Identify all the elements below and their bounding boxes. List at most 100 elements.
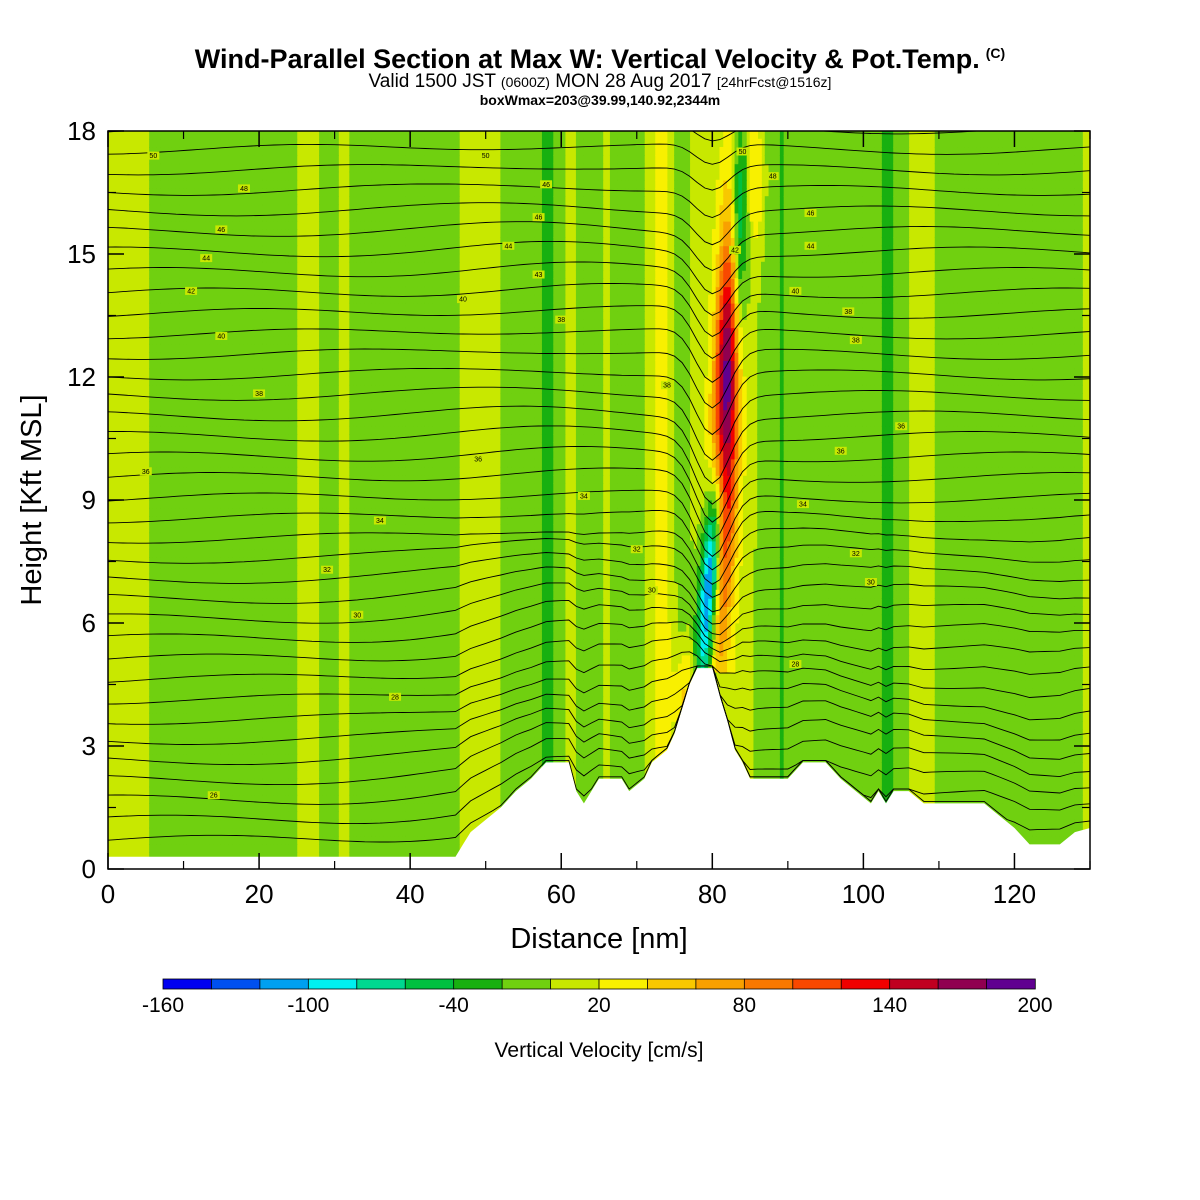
velocity-cell — [209, 753, 215, 763]
velocity-cell — [334, 302, 339, 312]
velocity-cell — [152, 384, 158, 394]
velocity-cell — [334, 762, 339, 771]
velocity-cell — [190, 475, 196, 484]
velocity-cell — [175, 573, 181, 583]
velocity-cell — [217, 245, 222, 255]
velocity-cell — [152, 442, 158, 452]
velocity-cell — [209, 368, 215, 378]
velocity-cell — [209, 548, 215, 558]
velocity-cell — [334, 425, 339, 435]
velocity-cell — [217, 417, 222, 427]
velocity-cell — [179, 434, 184, 443]
velocity-cell — [171, 524, 177, 534]
velocity-cell — [292, 376, 298, 386]
velocity-cell — [171, 647, 177, 657]
velocity-cell — [194, 212, 200, 222]
velocity-cell — [183, 261, 188, 271]
velocity-cell — [213, 786, 218, 796]
velocity-cell — [202, 606, 207, 616]
velocity-cell — [164, 704, 169, 714]
velocity-cell — [217, 384, 222, 394]
velocity-cell — [171, 786, 177, 796]
velocity-cell — [334, 401, 339, 411]
velocity-cell — [168, 352, 173, 361]
velocity-cell — [198, 319, 203, 329]
velocity-cell — [334, 614, 339, 624]
velocity-cell — [220, 704, 226, 714]
velocity-cell — [183, 630, 188, 640]
velocity-cell — [194, 794, 200, 804]
velocity-cell — [186, 311, 192, 320]
velocity-cell — [198, 819, 203, 829]
velocity-cell — [292, 253, 298, 263]
velocity-cell — [220, 819, 226, 829]
velocity-cell — [190, 458, 196, 468]
velocity-cell — [209, 532, 215, 542]
velocity-cell — [179, 261, 184, 271]
velocity-cell — [152, 343, 158, 353]
velocity-cell — [217, 606, 222, 616]
velocity-cell — [292, 131, 298, 140]
velocity-cell — [160, 688, 166, 698]
velocity-cell — [213, 376, 218, 386]
velocity-cell — [334, 261, 339, 271]
velocity-cell — [194, 393, 200, 402]
velocity-cell — [164, 557, 169, 566]
velocity-cell — [183, 327, 188, 337]
velocity-cell — [175, 212, 181, 222]
chart-title: Wind-Parallel Section at Max W: Vertical… — [0, 44, 1200, 75]
velocity-cell — [220, 786, 226, 796]
velocity-cell — [149, 253, 154, 263]
velocity-cell — [209, 376, 215, 386]
velocity-cell — [190, 360, 196, 370]
velocity-cell — [194, 630, 200, 640]
velocity-cell — [156, 581, 162, 591]
velocity-cell — [217, 786, 222, 796]
velocity-cell — [168, 581, 173, 591]
velocity-cell — [186, 630, 192, 640]
velocity-cell — [198, 425, 203, 435]
velocity-cell — [292, 417, 298, 427]
velocity-cell — [205, 327, 211, 337]
velocity-cell — [202, 450, 207, 460]
velocity-cell — [217, 302, 222, 312]
velocity-cell — [186, 565, 192, 575]
velocity-cell — [209, 762, 215, 771]
velocity-cell — [334, 458, 339, 468]
velocity-cell — [168, 393, 173, 402]
velocity-cell — [149, 565, 154, 575]
velocity-cell — [164, 229, 169, 238]
velocity-cell — [183, 671, 188, 681]
velocity-cell — [217, 819, 222, 829]
velocity-cell — [164, 639, 169, 648]
velocity-cell — [171, 220, 177, 230]
velocity-cell — [194, 745, 200, 755]
velocity-cell — [220, 581, 226, 591]
velocity-cell — [160, 778, 166, 788]
velocity-cell — [209, 663, 215, 673]
velocity-cell — [171, 376, 177, 386]
velocity-cell — [183, 179, 188, 189]
velocity-cell — [175, 548, 181, 558]
velocity-cell — [220, 835, 226, 845]
velocity-cell — [202, 171, 207, 181]
velocity-cell — [292, 516, 298, 525]
velocity-cell — [171, 778, 177, 788]
velocity-cell — [152, 270, 158, 279]
velocity-cell — [213, 212, 218, 222]
velocity-cell — [217, 261, 222, 271]
velocity-cell — [179, 729, 184, 739]
velocity-cell — [213, 417, 218, 427]
velocity-cell — [160, 835, 166, 845]
velocity-cell — [205, 343, 211, 353]
velocity-cell — [168, 827, 173, 837]
velocity-cell — [160, 425, 166, 435]
velocity-cell — [168, 237, 173, 247]
velocity-cell — [217, 319, 222, 329]
velocity-cell — [149, 778, 154, 788]
velocity-cell — [205, 680, 211, 689]
velocity-cell — [209, 401, 215, 411]
box-info: boxWmax=203@39.99,140.92,2344m — [479, 92, 721, 108]
velocity-cell — [292, 630, 298, 640]
velocity-cell — [164, 507, 169, 517]
